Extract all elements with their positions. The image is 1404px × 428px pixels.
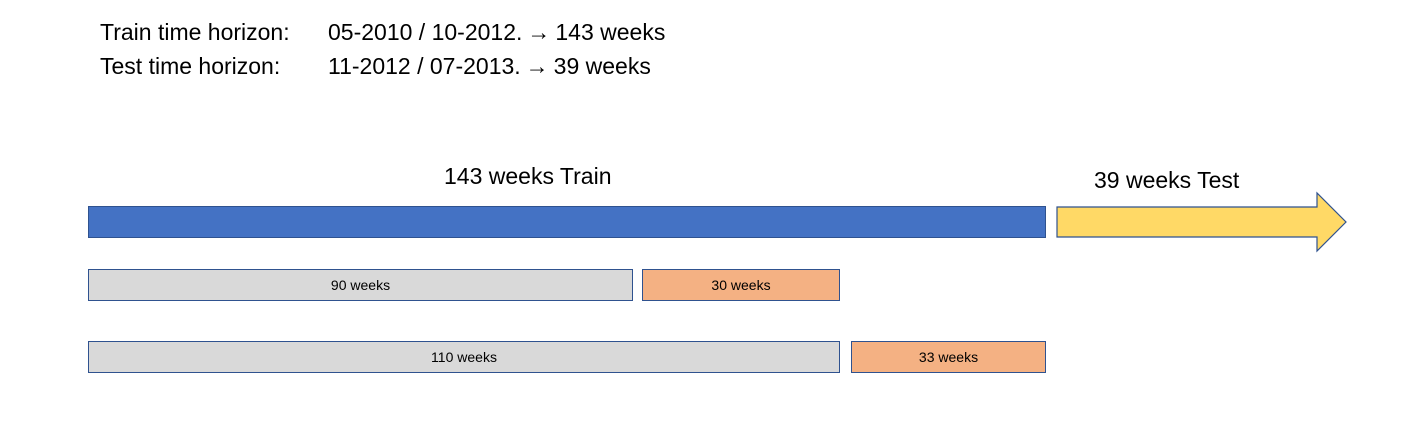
train-horizon-result: 143 weeks [555, 19, 666, 45]
split-1-train-label: 90 weeks [330, 277, 391, 293]
test-horizon-label: Test time horizon: [100, 53, 281, 79]
test-period-arrow-icon [1056, 191, 1347, 253]
train-horizon-label: Train time horizon: [100, 19, 290, 45]
train-period-label: 143 weeks Train [444, 163, 612, 189]
split-1-train-segment: 90 weeks [88, 269, 633, 301]
split-2-train-label: 110 weeks [431, 349, 497, 365]
test-period-label: 39 weeks Test [1094, 167, 1240, 193]
train-horizon-line: Train time horizon: 05-2010 / 10-2012. →… [100, 17, 665, 47]
right-arrow-icon: → [525, 53, 549, 79]
split-2-validation-segment: 33 weeks [851, 341, 1046, 373]
test-horizon-range: 11-2012 / 07-2013. [328, 53, 521, 79]
test-horizon-line: Test time horizon: 11-2012 / 07-2013. → … [100, 51, 651, 81]
test-horizon-result: 39 weeks [553, 53, 651, 79]
train-period-bar [88, 206, 1046, 238]
split-2-validation-label: 33 weeks [918, 349, 979, 365]
train-horizon-range: 05-2010 / 10-2012. [328, 19, 523, 45]
right-arrow-icon: → [527, 19, 551, 45]
split-1-validation-segment: 30 weeks [642, 269, 840, 301]
split-2-train-segment: 110 weeks [88, 341, 840, 373]
split-1-validation-label: 30 weeks [711, 277, 771, 293]
